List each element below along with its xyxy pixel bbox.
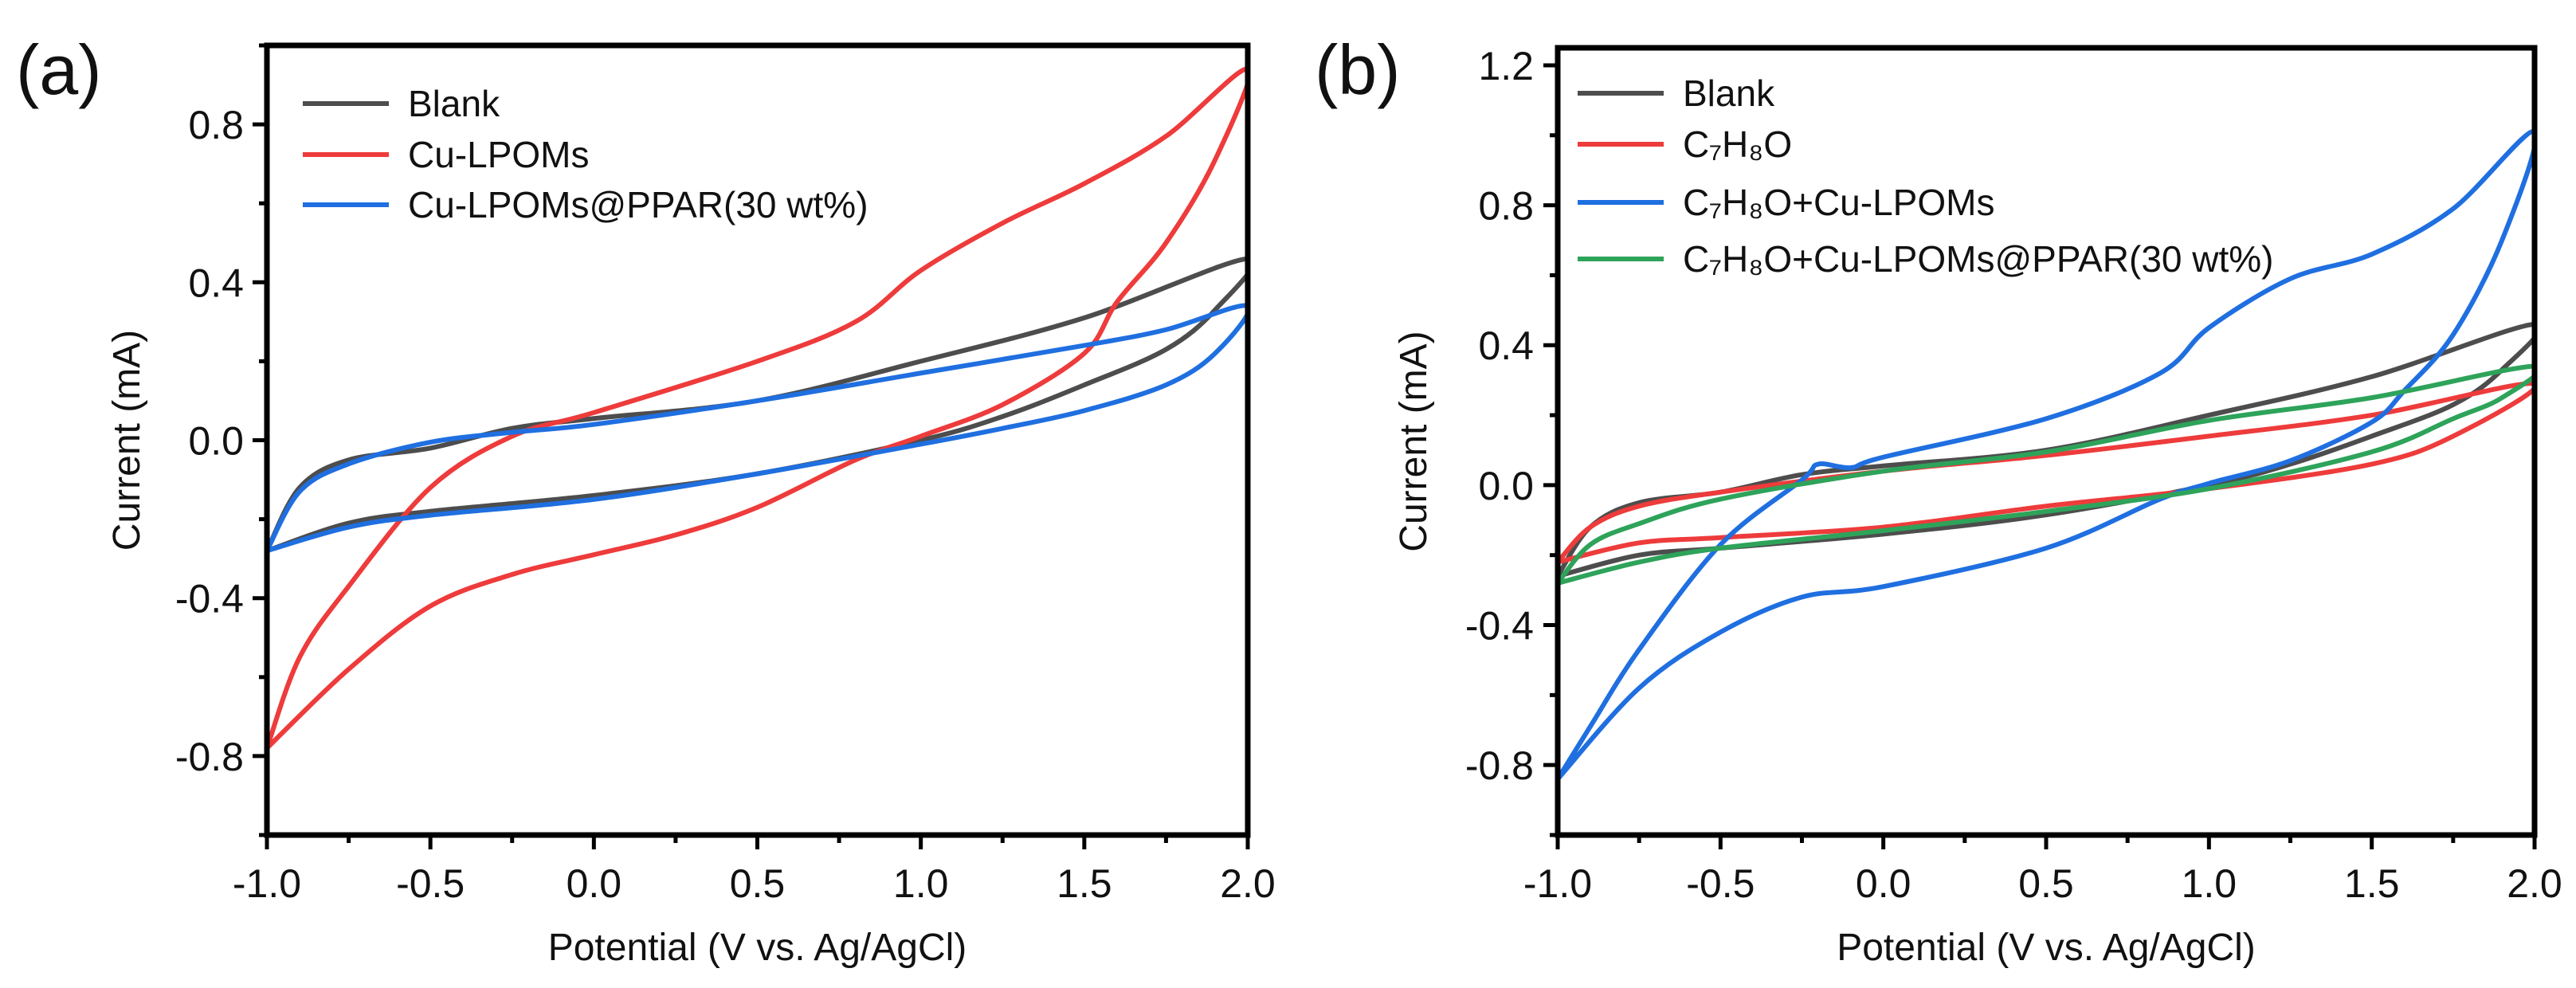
chart-panel-a: (a) -1.0 -0.5 0.0 0.5 1.0 1.5 2.0 -0.8 -0.4 0.0 0.4… (16, 30, 1276, 969)
x-tick-label: -0.5 (1686, 861, 1755, 906)
series-line-2 (267, 303, 1248, 554)
x-tick-label: -0.5 (396, 861, 465, 906)
series-line-1 (1558, 381, 2535, 565)
y-tick-label: 1.2 (1478, 44, 1534, 88)
x-tick-label: 1.0 (893, 861, 949, 906)
legend-label: Blank (408, 83, 500, 124)
x-tick-label: 0.0 (567, 861, 622, 906)
x-tick-label: -1.0 (233, 861, 301, 906)
x-tick-label: 2.0 (1220, 861, 1276, 906)
x-tick-label: 0.5 (2018, 861, 2074, 906)
x-tick-label: 0.0 (1856, 861, 1911, 906)
x-tick-label: 1.5 (2344, 861, 2400, 906)
y-tick-label: 0.0 (1478, 464, 1534, 508)
y-axis-title: Current (mA) (106, 330, 148, 551)
series-line-3 (1558, 363, 2535, 586)
y-tick-label: 0.4 (188, 261, 244, 305)
x-tick-label: -1.0 (1523, 861, 1592, 906)
y-tick-label: -0.8 (175, 735, 244, 779)
legend-label: C₇H₈O+Cu-LPOMs (1683, 182, 1994, 223)
x-tick-label: 1.5 (1057, 861, 1112, 906)
legend: Blank Cu-LPOMs Cu-LPOMs@PPAR(30 wt%) (303, 83, 868, 225)
y-tick-label: 0.4 (1478, 323, 1534, 368)
y-tick-label: 0.8 (1478, 184, 1534, 229)
legend-label: Cu-LPOMs@PPAR(30 wt%) (408, 184, 868, 225)
legend-label: Blank (1683, 73, 1775, 114)
x-tick-label: 2.0 (2507, 861, 2562, 906)
legend-label: C₇H₈O+Cu-LPOMs@PPAR(30 wt%) (1683, 238, 2273, 280)
x-axis-title: Potential (V vs. Ag/AgCl) (1837, 927, 2256, 969)
x-axis-title: Potential (V vs. Ag/AgCl) (548, 927, 967, 969)
x-tick-label: 1.0 (2182, 861, 2237, 906)
legend: Blank C₇H₈O C₇H₈O+Cu-LPOMs C₇H₈O+Cu-LPOMs@P… (1578, 73, 2273, 280)
y-tick-label: -0.4 (175, 577, 244, 621)
panel-label: (a) (16, 30, 102, 109)
y-tick-label: 0.8 (188, 103, 244, 147)
y-axis-title: Current (mA) (1393, 331, 1435, 551)
y-tick-label: -0.4 (1465, 604, 1534, 649)
x-tick-label: 0.5 (730, 861, 786, 906)
axes-frame (1555, 45, 2538, 838)
panel-label: (b) (1315, 30, 1401, 109)
series-line-2 (1558, 129, 2535, 781)
y-tick-label: 0.0 (188, 419, 244, 464)
legend-label: Cu-LPOMs (408, 134, 589, 175)
legend-label: C₇H₈O (1683, 124, 1792, 165)
series-line-0 (1558, 321, 2535, 578)
y-tick-label: -0.8 (1465, 743, 1534, 788)
chart-panel-b: (b) -1.0 -0.5 0.0 0.5 1.0 1.5 2.0 -0.8 -0.4 0.0 0.4… (1315, 30, 2562, 969)
